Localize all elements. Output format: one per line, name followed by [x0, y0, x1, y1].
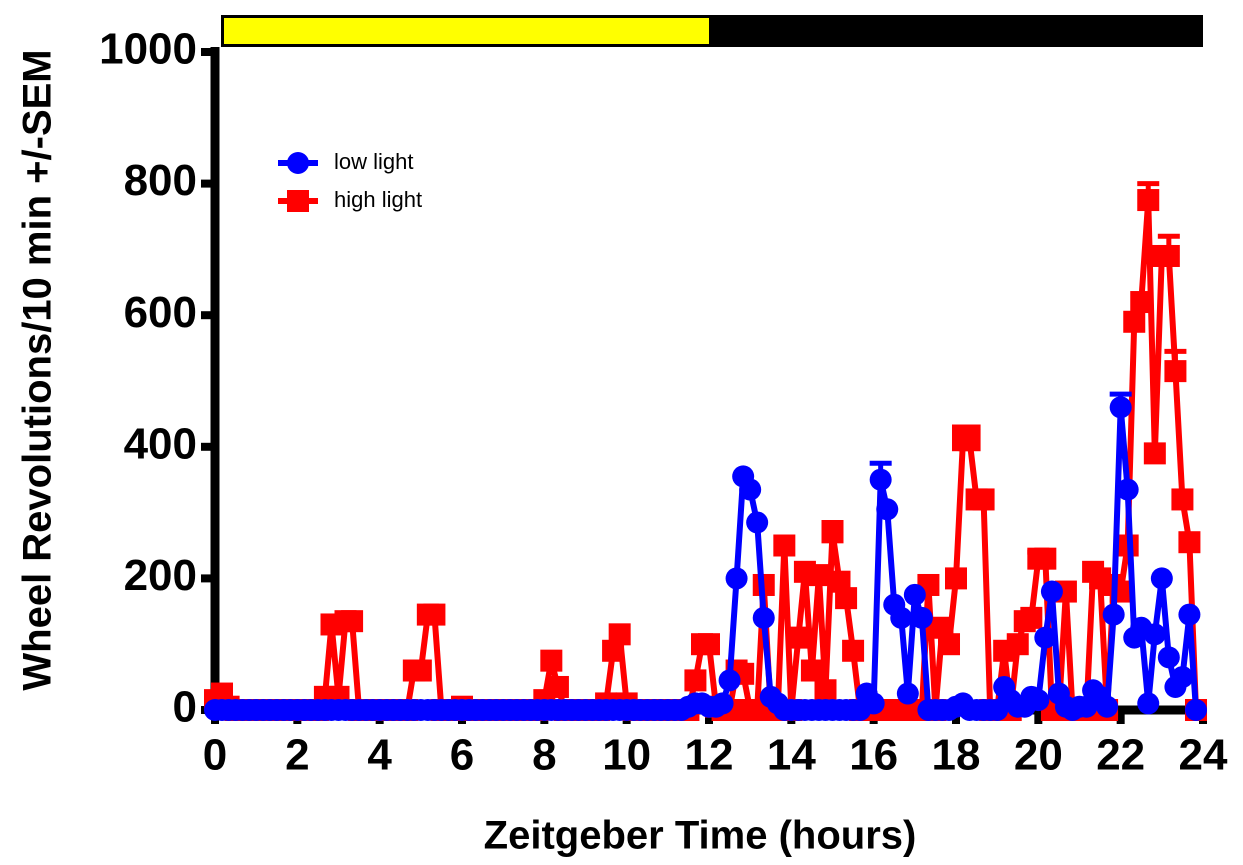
data-point — [862, 692, 885, 715]
data-point — [1034, 547, 1057, 570]
data-point — [773, 534, 796, 557]
x-axis-title: Zeitgeber Time (hours) — [484, 814, 917, 858]
data-point — [800, 659, 823, 682]
data-point — [876, 498, 899, 521]
data-point — [896, 682, 919, 705]
data-point — [739, 478, 762, 501]
data-point — [1020, 606, 1043, 629]
data-point — [972, 488, 995, 511]
data-point — [1157, 244, 1180, 267]
x-tick-label: 14 — [767, 731, 816, 780]
data-point — [945, 567, 967, 590]
data-point — [1178, 603, 1201, 626]
x-tick-label: 2 — [285, 731, 309, 780]
x-tick-label: 16 — [849, 731, 898, 780]
data-point — [718, 669, 741, 692]
data-point — [546, 675, 569, 698]
data-point — [711, 692, 734, 715]
data-point — [1143, 442, 1166, 465]
x-tick-label: 8 — [532, 731, 556, 780]
data-point — [698, 633, 720, 656]
legend-label: low light — [334, 149, 413, 174]
y-axis-title: Wheel Revolutions/10 min +/-SEM — [16, 49, 60, 690]
data-point — [1137, 692, 1160, 715]
legend-label: high light — [334, 187, 422, 212]
y-tick-label: 600 — [124, 288, 197, 337]
legend-marker — [287, 152, 309, 174]
data-point — [1178, 531, 1201, 554]
data-point — [807, 564, 830, 587]
data-point — [903, 583, 926, 606]
y-tick-label: 1000 — [99, 25, 197, 74]
data-point — [1171, 488, 1194, 511]
data-point — [835, 587, 858, 610]
data-point — [752, 606, 775, 629]
x-tick-label: 10 — [602, 731, 651, 780]
x-tick-label: 22 — [1096, 731, 1145, 780]
data-point — [1027, 689, 1050, 712]
data-point — [1040, 580, 1063, 603]
data-point — [1164, 360, 1187, 383]
data-point — [341, 610, 364, 633]
data-point — [423, 603, 446, 626]
data-point — [540, 649, 563, 672]
data-point — [608, 623, 631, 646]
x-tick-label: 6 — [450, 731, 474, 780]
data-point — [1143, 623, 1166, 646]
x-tick-label: 24 — [1179, 731, 1228, 780]
data-point — [1109, 396, 1132, 419]
data-point — [910, 606, 933, 629]
data-point — [821, 521, 844, 544]
y-tick-label: 200 — [124, 551, 197, 600]
x-tick-label: 20 — [1014, 731, 1063, 780]
x-tick-label: 4 — [367, 731, 392, 780]
x-tick-label: 0 — [203, 731, 227, 780]
data-point — [746, 511, 769, 534]
data-point — [1185, 699, 1208, 721]
data-point — [725, 567, 748, 590]
light-bar — [224, 18, 709, 44]
data-point — [787, 626, 810, 649]
data-point — [1150, 567, 1173, 590]
data-point — [958, 429, 981, 452]
data-point — [814, 679, 837, 702]
data-point — [684, 669, 707, 692]
data-point — [1006, 633, 1029, 656]
data-point — [842, 639, 865, 662]
data-point — [1171, 666, 1194, 689]
data-point — [1137, 189, 1160, 212]
data-point — [890, 606, 913, 629]
legend-marker — [287, 190, 309, 212]
x-tick-label: 12 — [685, 731, 734, 780]
data-point — [1123, 310, 1146, 333]
y-tick-label: 400 — [124, 419, 197, 468]
data-point — [938, 633, 961, 656]
data-point — [869, 468, 892, 491]
data-point — [409, 659, 432, 682]
data-point — [1096, 695, 1119, 718]
data-point — [1130, 291, 1153, 314]
x-tick-label: 18 — [932, 731, 981, 780]
y-tick-label: 800 — [124, 156, 197, 205]
y-tick-label: 0 — [173, 683, 197, 732]
data-point — [1102, 603, 1125, 626]
data-point — [1116, 478, 1139, 501]
data-point — [1157, 646, 1180, 669]
data-point — [1034, 626, 1057, 649]
